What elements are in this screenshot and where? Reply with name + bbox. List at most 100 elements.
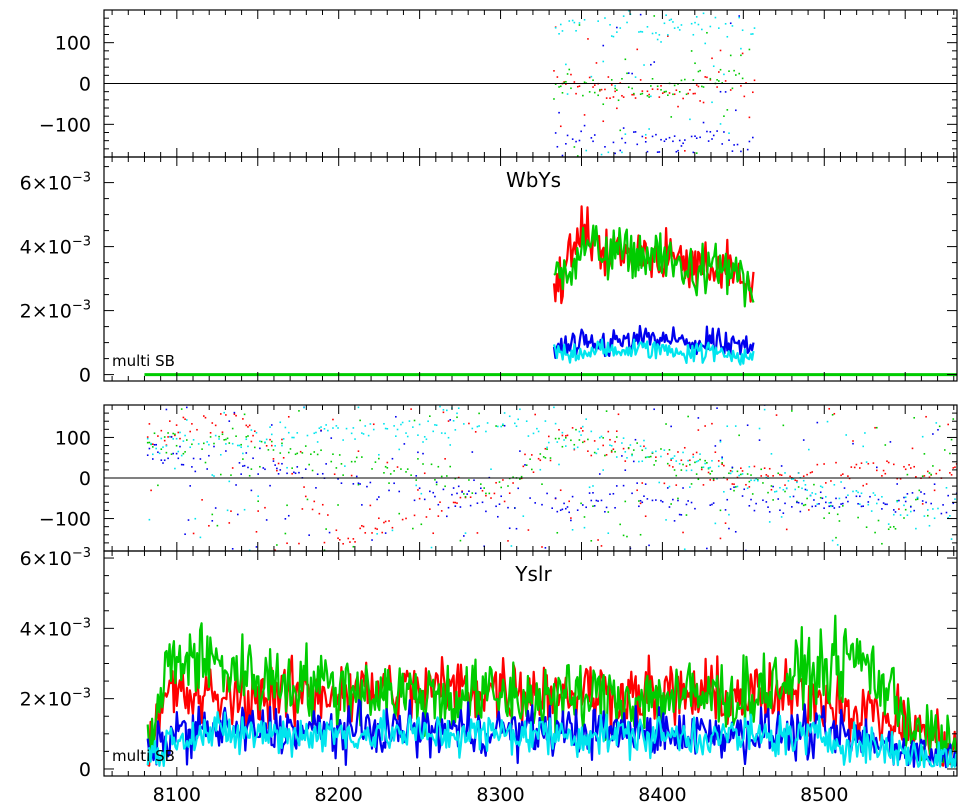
data-point [860, 462, 863, 464]
data-point [806, 473, 808, 476]
data-point [777, 472, 780, 475]
data-point [447, 506, 450, 509]
data-point [874, 494, 876, 496]
data-point [564, 507, 567, 510]
data-point [791, 478, 793, 480]
data-point [474, 431, 477, 433]
data-point [677, 149, 679, 152]
data-point [672, 21, 674, 23]
data-point [695, 152, 698, 154]
data-point [847, 475, 849, 477]
data-point [330, 437, 333, 439]
data-point [359, 483, 361, 485]
data-point [412, 426, 414, 428]
data-point [712, 65, 715, 68]
data-point [293, 436, 295, 439]
data-point [189, 430, 191, 433]
data-point [877, 519, 880, 522]
data-point [277, 473, 280, 475]
data-point [718, 27, 720, 29]
data-point [342, 439, 344, 441]
data-point [570, 517, 572, 519]
data-point [192, 532, 195, 535]
data-point [685, 514, 688, 516]
data-point [235, 484, 237, 486]
data-point [423, 436, 426, 438]
data-point [653, 408, 655, 411]
data-point [304, 495, 307, 498]
data-point [357, 450, 360, 452]
data-point [170, 453, 173, 456]
data-point [559, 125, 562, 128]
data-point [168, 435, 171, 438]
data-point [386, 427, 389, 430]
data-point [607, 76, 610, 78]
data-point [219, 413, 222, 415]
data-point [349, 541, 351, 543]
data-point [590, 137, 593, 139]
data-point [417, 489, 419, 491]
data-point [755, 478, 757, 480]
data-point [740, 47, 742, 50]
data-point [500, 425, 503, 428]
data-point [238, 462, 241, 464]
data-point [731, 483, 734, 485]
data-point [595, 452, 598, 455]
data-point [430, 546, 433, 549]
data-point [519, 450, 521, 452]
data-point [615, 430, 618, 433]
data-point [622, 96, 625, 98]
data-point [660, 138, 662, 141]
data-point [772, 485, 774, 488]
data-point [415, 484, 418, 487]
data-point [157, 484, 159, 487]
data-point [568, 511, 570, 514]
data-point [355, 475, 358, 478]
data-point [677, 26, 679, 29]
data-point [733, 486, 735, 489]
data-point [593, 505, 596, 507]
data-point [342, 474, 344, 476]
data-point [442, 488, 445, 491]
data-point [592, 485, 594, 487]
data-point [757, 479, 759, 482]
data-point [583, 114, 586, 116]
data-point [252, 457, 254, 460]
series-4-line [552, 338, 755, 366]
data-point [578, 430, 581, 433]
data-point [564, 435, 567, 437]
data-point [422, 463, 424, 465]
data-point [208, 454, 210, 457]
data-point [752, 91, 754, 94]
data-point [573, 448, 576, 451]
data-point [486, 422, 489, 424]
data-point [682, 463, 684, 466]
data-point [656, 88, 659, 91]
data-point [571, 19, 574, 22]
data-point [597, 539, 599, 541]
data-point [612, 492, 615, 495]
y-tick-label: −100 [39, 114, 91, 136]
data-point [238, 444, 241, 447]
data-point [573, 146, 576, 148]
data-point [825, 482, 827, 484]
data-point [740, 467, 742, 470]
data-point [789, 475, 791, 478]
data-point [301, 452, 304, 454]
panel-annotation: multi SB [112, 352, 175, 370]
data-point [573, 81, 576, 83]
data-point [796, 480, 798, 482]
data-point [196, 428, 198, 431]
data-point [272, 449, 275, 451]
data-point [160, 448, 163, 450]
data-point [896, 499, 898, 502]
data-point [335, 425, 338, 427]
data-point [644, 515, 647, 518]
data-point [250, 468, 253, 470]
data-point [432, 491, 435, 494]
data-point [585, 149, 588, 152]
data-point [313, 500, 316, 503]
data-point [344, 465, 346, 467]
data-point [731, 25, 734, 27]
data-point [904, 500, 907, 503]
